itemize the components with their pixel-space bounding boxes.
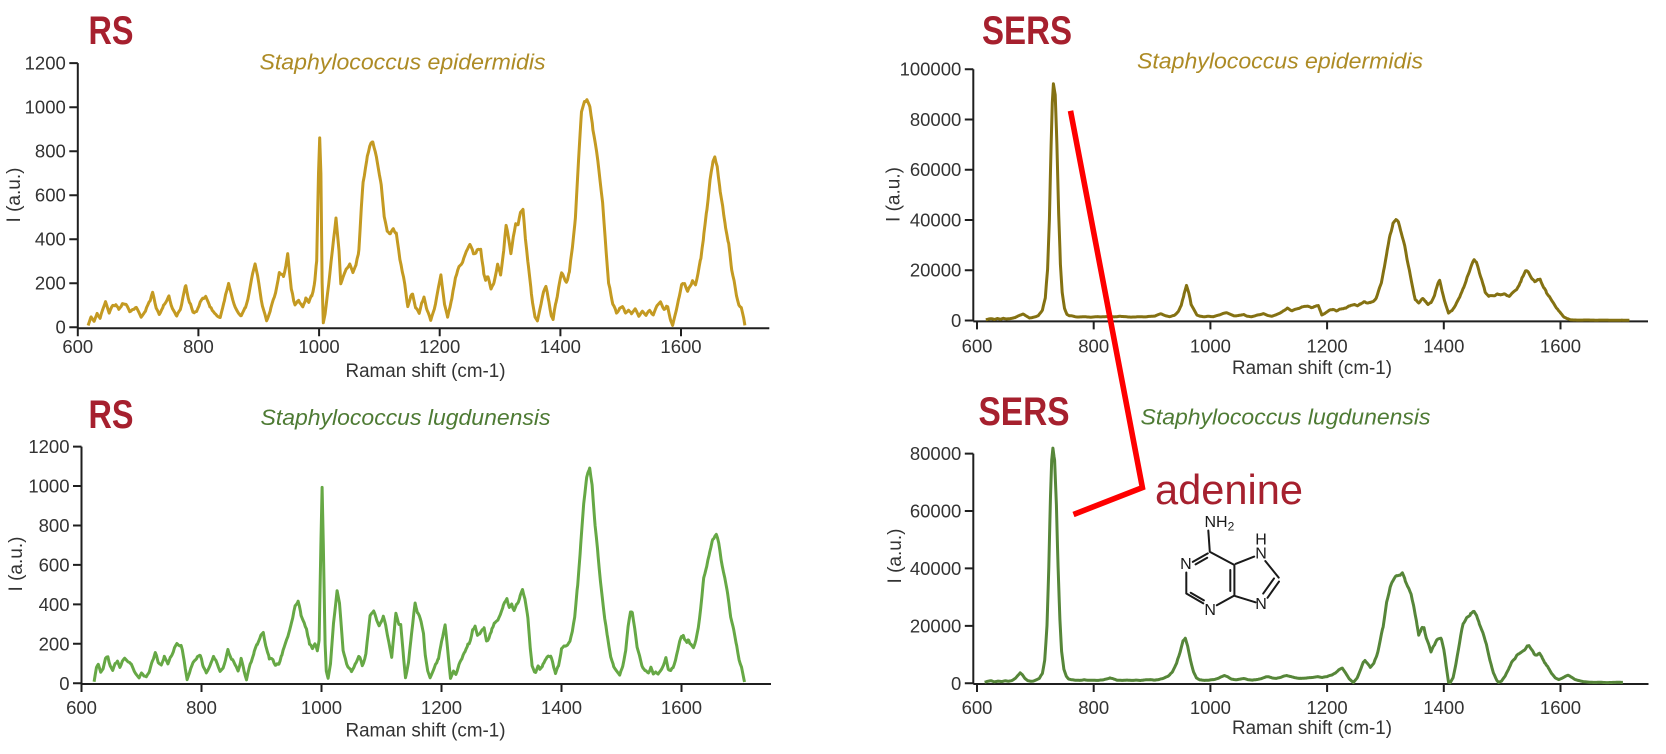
svg-text:I (a.u.): I (a.u.)	[885, 529, 906, 584]
svg-text:NH2: NH2	[1205, 514, 1235, 534]
svg-text:I (a.u.): I (a.u.)	[884, 167, 905, 222]
svg-text:1200: 1200	[28, 436, 69, 457]
svg-text:1000: 1000	[28, 476, 69, 497]
svg-text:H: H	[1255, 532, 1267, 549]
svg-text:Raman shift (cm-1): Raman shift (cm-1)	[1232, 358, 1392, 379]
svg-text:Staphylococcus epidermidis: Staphylococcus epidermidis	[1137, 49, 1423, 74]
svg-text:RS: RS	[89, 9, 134, 53]
svg-text:800: 800	[186, 697, 217, 718]
svg-text:20000: 20000	[910, 615, 961, 636]
svg-text:1400: 1400	[1423, 697, 1464, 718]
svg-text:60000: 60000	[910, 159, 961, 180]
svg-text:1000: 1000	[1190, 697, 1231, 718]
svg-text:I (a.u.): I (a.u.)	[6, 537, 27, 592]
svg-text:600: 600	[62, 336, 93, 357]
svg-text:Staphylococcus lugdunensis: Staphylococcus lugdunensis	[261, 405, 551, 430]
svg-text:1000: 1000	[301, 697, 342, 718]
svg-text:I (a.u.): I (a.u.)	[4, 168, 25, 223]
svg-text:1000: 1000	[1190, 335, 1231, 356]
svg-text:400: 400	[35, 229, 66, 250]
svg-text:200: 200	[35, 273, 66, 294]
svg-text:1600: 1600	[660, 336, 701, 357]
svg-text:600: 600	[39, 554, 70, 575]
svg-text:1000: 1000	[299, 336, 340, 357]
svg-text:200: 200	[39, 633, 70, 654]
svg-text:N: N	[1204, 602, 1216, 619]
svg-text:N: N	[1180, 556, 1192, 573]
svg-text:800: 800	[35, 141, 66, 162]
svg-text:600: 600	[35, 185, 66, 206]
svg-text:800: 800	[1078, 335, 1109, 356]
svg-text:1400: 1400	[1423, 335, 1464, 356]
svg-text:SERS: SERS	[982, 9, 1072, 53]
svg-text:1400: 1400	[540, 336, 581, 357]
svg-text:800: 800	[1078, 697, 1109, 718]
svg-text:400: 400	[39, 594, 70, 615]
svg-text:0: 0	[951, 673, 961, 694]
svg-text:40000: 40000	[910, 210, 961, 231]
svg-text:1200: 1200	[419, 336, 460, 357]
svg-text:1200: 1200	[25, 53, 66, 74]
svg-text:1600: 1600	[1540, 335, 1581, 356]
svg-text:0: 0	[59, 673, 69, 694]
svg-text:1600: 1600	[1540, 697, 1581, 718]
svg-text:0: 0	[56, 317, 66, 338]
svg-text:RS: RS	[89, 393, 134, 437]
svg-text:Staphylococcus epidermidis: Staphylococcus epidermidis	[260, 50, 546, 75]
svg-text:800: 800	[39, 515, 70, 536]
svg-text:1400: 1400	[541, 697, 582, 718]
svg-text:Raman shift (cm-1): Raman shift (cm-1)	[346, 361, 506, 382]
svg-text:0: 0	[951, 310, 961, 331]
svg-text:Raman shift (cm-1): Raman shift (cm-1)	[346, 721, 506, 742]
svg-text:100000: 100000	[900, 59, 962, 80]
svg-text:600: 600	[962, 335, 993, 356]
svg-text:800: 800	[183, 336, 214, 357]
svg-text:N: N	[1255, 596, 1267, 613]
svg-text:SERS: SERS	[979, 390, 1070, 434]
svg-text:1200: 1200	[421, 697, 462, 718]
svg-text:Raman shift (cm-1): Raman shift (cm-1)	[1232, 718, 1392, 739]
svg-text:40000: 40000	[910, 558, 961, 579]
svg-text:1000: 1000	[25, 97, 66, 118]
svg-text:600: 600	[962, 697, 993, 718]
svg-text:1200: 1200	[1307, 697, 1348, 718]
svg-text:1600: 1600	[661, 697, 702, 718]
svg-text:80000: 80000	[910, 443, 961, 464]
svg-text:60000: 60000	[910, 501, 961, 522]
svg-text:1200: 1200	[1307, 335, 1348, 356]
svg-text:600: 600	[66, 697, 97, 718]
svg-text:N: N	[1255, 546, 1267, 563]
svg-text:Staphylococcus lugdunensis: Staphylococcus lugdunensis	[1141, 405, 1431, 430]
svg-text:adenine: adenine	[1155, 466, 1303, 513]
svg-text:80000: 80000	[910, 109, 961, 130]
svg-text:20000: 20000	[910, 260, 961, 281]
